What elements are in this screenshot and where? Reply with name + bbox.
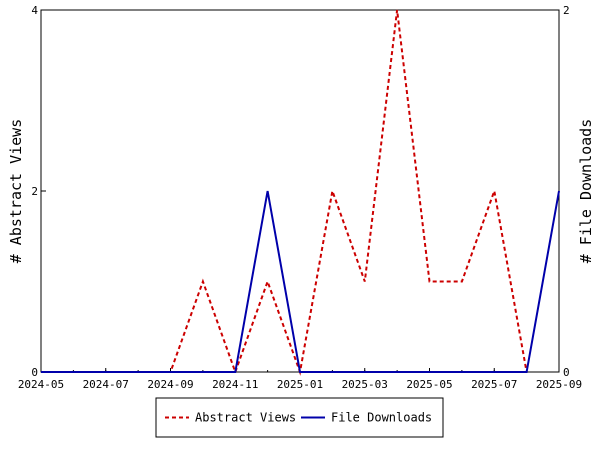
x-tick-label: 2025-07 xyxy=(471,378,517,391)
legend-box xyxy=(155,397,444,438)
x-tick-label: 2025-01 xyxy=(277,378,323,391)
x-tick-label: 2024-05 xyxy=(18,378,64,391)
x-tick-label: 2025-05 xyxy=(406,378,452,391)
legend-label-abstract-views: Abstract Views xyxy=(195,411,296,425)
x-tick-label: 2024-07 xyxy=(83,378,129,391)
series-line-file-downloads xyxy=(41,190,560,373)
y-right-tick-label: 0 xyxy=(563,366,570,379)
y-axis-title-left: # Abstract Views xyxy=(7,119,25,264)
x-tick-label: 2024-09 xyxy=(147,378,193,391)
plot-area: 2024-05 2024-07 2024-09 2024-11 2025-01 2025-… xyxy=(18,4,582,391)
legend-label-file-downloads: File Downloads xyxy=(331,411,432,425)
legend: Abstract Views File Downloads xyxy=(155,397,444,438)
plot-frame xyxy=(40,9,560,373)
y-left-tick-label: 2 xyxy=(31,185,38,198)
y-left-tick-label: 4 xyxy=(31,4,38,17)
x-tick-label: 2025-03 xyxy=(342,378,388,391)
y-left-tick-label: 0 xyxy=(31,366,38,379)
x-tick-label: 2025-09 xyxy=(536,378,582,391)
y-right-tick-label: 2 xyxy=(563,4,570,17)
y-axis-title-right: # File Downloads xyxy=(577,119,595,264)
series-line-abstract-views xyxy=(41,9,528,376)
x-tick-label: 2024-11 xyxy=(212,378,258,391)
